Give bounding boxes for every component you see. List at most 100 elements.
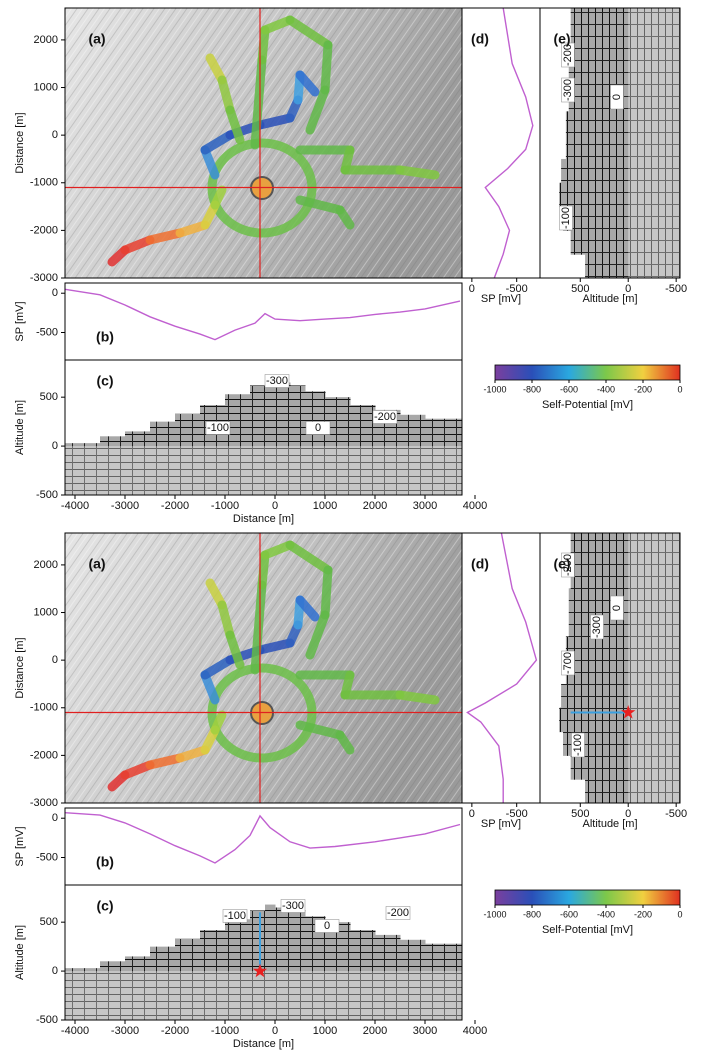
- x-tick-label: 1000: [313, 500, 337, 512]
- panel-label: (d): [471, 31, 489, 47]
- contour-label: -100: [572, 734, 584, 756]
- x-axis-label: Distance [m]: [233, 513, 294, 525]
- survey-track: [400, 695, 435, 700]
- y-tick-label: -500: [36, 1014, 58, 1026]
- y-tick-label: 0: [52, 129, 58, 141]
- survey-track: [400, 170, 435, 175]
- contour-label: 0: [324, 920, 330, 932]
- colorbar-tick-label: -200: [634, 384, 652, 394]
- colorbar: [495, 365, 680, 380]
- sp-profile: [65, 813, 460, 863]
- panel-label: (e): [553, 556, 570, 572]
- survey-track: [262, 30, 265, 60]
- survey-track: [325, 45, 328, 90]
- y-tick-label: -3000: [30, 797, 58, 809]
- plot-area: [65, 289, 460, 339]
- panel-label: (b): [96, 854, 114, 870]
- contour-label: -200: [387, 907, 409, 919]
- y-tick-label: 0: [52, 440, 58, 452]
- depth-shade: [65, 971, 462, 1020]
- plot-area: [485, 8, 533, 278]
- survey-track: [262, 555, 265, 585]
- x-tick-label: -2000: [161, 500, 189, 512]
- y-tick-label: -500: [36, 489, 58, 501]
- y-tick-label: -1000: [30, 177, 58, 189]
- y-tick-label: -1000: [30, 702, 58, 714]
- y-tick-label: -500: [36, 851, 58, 863]
- sp-profile: [467, 533, 536, 803]
- x-axis-label: SP [mV]: [481, 818, 521, 830]
- x-tick-label: -4000: [61, 1025, 89, 1037]
- y-tick-label: -2000: [30, 749, 58, 761]
- x-tick-label: -3000: [111, 500, 139, 512]
- survey-track: [215, 715, 222, 730]
- y-tick-label: 0: [52, 654, 58, 666]
- colorbar-tick-label: -800: [523, 909, 541, 919]
- y-tick-label: -3000: [30, 272, 58, 284]
- x-tick-label: 4000: [463, 500, 487, 512]
- plot-area: [467, 533, 536, 803]
- contour-label: -300: [562, 79, 574, 101]
- y-tick-label: 2000: [34, 559, 58, 571]
- x-axis-label: Altitude [m]: [582, 293, 637, 305]
- colorbar-tick-label: -200: [634, 909, 652, 919]
- colorbar-tick-label: -1000: [483, 384, 506, 394]
- x-axis-label: Altitude [m]: [582, 818, 637, 830]
- x-tick-label: -4000: [61, 500, 89, 512]
- y-tick-label: -500: [36, 326, 58, 338]
- x-tick-label: 2000: [363, 500, 387, 512]
- x-tick-label: -1000: [211, 500, 239, 512]
- panel-label: (b): [96, 329, 114, 345]
- x-tick-label: -500: [665, 808, 687, 820]
- panel-label: (a): [88, 556, 105, 572]
- panel-label: (c): [96, 373, 113, 389]
- x-tick-label: -1000: [211, 1025, 239, 1037]
- x-tick-label: -3000: [111, 1025, 139, 1037]
- colorbar-label: Self-Potential [mV]: [542, 399, 633, 411]
- contour-label: 0: [611, 605, 623, 611]
- contour-label: 0: [611, 94, 623, 100]
- plot-area: [65, 533, 462, 803]
- depth-shade: [65, 446, 462, 495]
- panel-label: (a): [88, 31, 105, 47]
- page: -3000-2000-1000010002000Distance [m](a)-…: [0, 0, 708, 1050]
- contour-label: -200: [374, 411, 396, 423]
- y-tick-label: 1000: [34, 606, 58, 618]
- colorbar-tick-label: -600: [560, 909, 578, 919]
- x-axis-label: Distance [m]: [233, 1038, 294, 1050]
- plot-area: [65, 360, 463, 495]
- y-axis-label: Distance [m]: [14, 112, 26, 173]
- contour-label: -300: [591, 616, 603, 638]
- colorbar-tick-label: 0: [677, 384, 682, 394]
- contour-label: -700: [562, 652, 574, 674]
- panel-frame: [65, 283, 462, 360]
- contour-label: -100: [560, 207, 572, 229]
- x-tick-label: 1000: [313, 1025, 337, 1037]
- x-tick-label: -500: [665, 283, 687, 295]
- colorbar-tick-label: -800: [523, 384, 541, 394]
- panel-label: (e): [553, 31, 570, 47]
- x-tick-label: 4000: [463, 1025, 487, 1037]
- survey-track: [215, 190, 222, 205]
- colorbar: [495, 890, 680, 905]
- y-tick-label: 0: [52, 965, 58, 977]
- plot-area: [65, 813, 460, 863]
- x-axis-label: SP [mV]: [481, 293, 521, 305]
- sp-profile: [65, 289, 460, 339]
- colorbar-tick-label: -1000: [483, 909, 506, 919]
- colorbar-label: Self-Potential [mV]: [542, 924, 633, 936]
- colorbar-tick-label: -400: [597, 384, 615, 394]
- x-tick-label: 0: [272, 1025, 278, 1037]
- y-axis-label: SP [mV]: [14, 826, 26, 866]
- survey-track: [325, 570, 328, 615]
- contour-label: -200: [562, 44, 574, 66]
- colorbar-tick-label: -400: [597, 909, 615, 919]
- y-tick-label: 2000: [34, 34, 58, 46]
- y-tick-label: 0: [52, 287, 58, 299]
- x-tick-label: 2000: [363, 1025, 387, 1037]
- x-tick-label: 3000: [413, 500, 437, 512]
- y-tick-label: 1000: [34, 81, 58, 93]
- y-tick-label: 500: [40, 391, 58, 403]
- sp-profile: [485, 8, 533, 278]
- y-axis-label: SP [mV]: [14, 301, 26, 341]
